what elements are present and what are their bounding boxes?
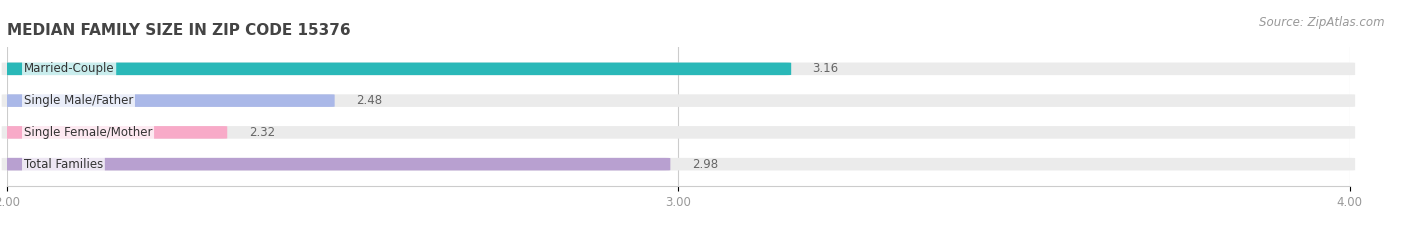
FancyBboxPatch shape	[1, 94, 1355, 107]
Text: Source: ZipAtlas.com: Source: ZipAtlas.com	[1260, 16, 1385, 29]
FancyBboxPatch shape	[1, 94, 335, 107]
Text: 2.48: 2.48	[356, 94, 382, 107]
Text: 2.98: 2.98	[692, 158, 718, 171]
Text: 2.32: 2.32	[249, 126, 274, 139]
Text: 3.16: 3.16	[813, 62, 839, 75]
Text: MEDIAN FAMILY SIZE IN ZIP CODE 15376: MEDIAN FAMILY SIZE IN ZIP CODE 15376	[7, 24, 350, 38]
Text: Single Female/Mother: Single Female/Mother	[24, 126, 152, 139]
FancyBboxPatch shape	[1, 158, 671, 171]
FancyBboxPatch shape	[1, 126, 228, 139]
FancyBboxPatch shape	[1, 126, 1355, 139]
FancyBboxPatch shape	[1, 62, 792, 75]
FancyBboxPatch shape	[1, 158, 1355, 171]
Text: Married-Couple: Married-Couple	[24, 62, 114, 75]
FancyBboxPatch shape	[1, 62, 1355, 75]
Text: Total Families: Total Families	[24, 158, 103, 171]
Text: Single Male/Father: Single Male/Father	[24, 94, 134, 107]
